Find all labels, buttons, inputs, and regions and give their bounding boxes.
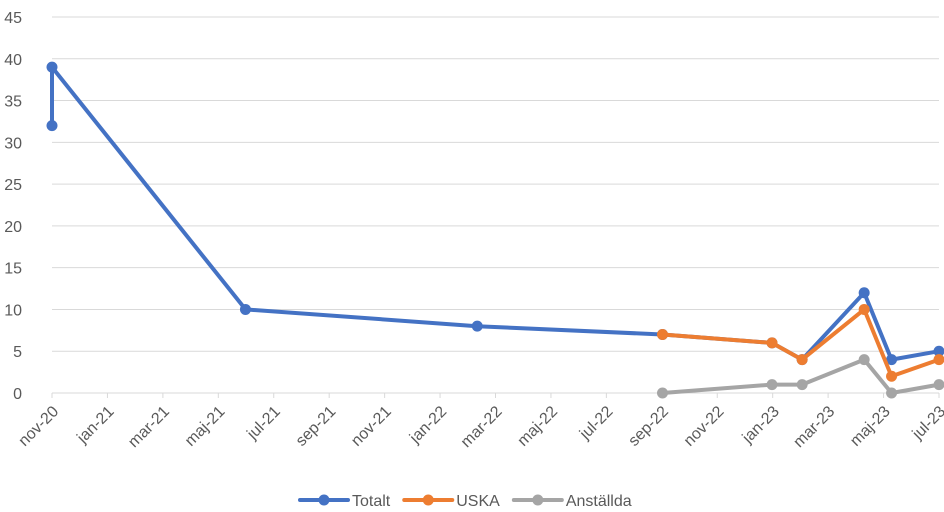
- data-point-totalt: [46, 120, 58, 132]
- y-tick-label: 40: [4, 52, 22, 69]
- series-line-totalt: [50, 65, 941, 362]
- y-tick-label: 25: [4, 177, 22, 194]
- data-point-totalt: [933, 345, 944, 357]
- y-tick-label: 15: [4, 261, 22, 278]
- data-point-uska: [796, 354, 808, 366]
- data-point-anst-llda: [796, 379, 808, 391]
- y-tick-label: 45: [4, 10, 22, 27]
- legend-marker-anst-llda: [532, 494, 544, 506]
- legend-label-anst-llda: Anställda: [566, 493, 632, 510]
- x-tick-label: nov-22: [681, 403, 728, 450]
- data-point-totalt: [886, 354, 898, 366]
- x-tick-label: sep-22: [625, 403, 672, 450]
- data-point-totalt: [858, 287, 870, 299]
- data-point-totalt: [46, 61, 58, 73]
- data-point-anst-llda: [933, 379, 944, 391]
- series-line-anst-llda: [660, 357, 941, 395]
- x-tick-label: maj-21: [182, 403, 229, 450]
- data-point-uska: [858, 303, 870, 315]
- data-point-anst-llda: [886, 387, 898, 399]
- x-tick-label: nov-21: [348, 403, 395, 450]
- legend-label-totalt: Totalt: [352, 493, 391, 510]
- y-tick-label: 10: [4, 302, 22, 319]
- x-tick-label: jan-22: [406, 403, 450, 447]
- legend-label-uska: USKA: [456, 493, 500, 510]
- y-tick-label: 5: [13, 344, 22, 361]
- data-point-uska: [933, 354, 944, 366]
- series-line-uska: [660, 307, 941, 379]
- x-tick-label: sep-21: [293, 403, 340, 450]
- x-tick-label: mar-21: [125, 403, 173, 451]
- series-group: [46, 61, 944, 399]
- data-point-totalt: [239, 303, 251, 315]
- x-tick-label: nov-20: [16, 403, 63, 450]
- x-tick-label: mar-22: [458, 403, 506, 451]
- x-tick-label: jul-23: [909, 403, 944, 443]
- data-point-uska: [766, 337, 778, 349]
- x-tick-label: maj-23: [847, 403, 894, 450]
- data-point-totalt: [471, 320, 483, 332]
- y-tick-label: 35: [4, 94, 22, 111]
- y-tick-label: 30: [4, 135, 22, 152]
- y-tick-label: 0: [13, 386, 22, 403]
- legend-marker-uska: [422, 494, 434, 506]
- data-point-uska: [886, 370, 898, 382]
- data-point-uska: [656, 329, 668, 341]
- x-tick-label: jul-21: [244, 403, 284, 443]
- y-axis-ticks: 0 5 10 15 20 25 30 35 40 45: [4, 10, 22, 403]
- data-point-anst-llda: [656, 387, 668, 399]
- legend-marker-totalt: [318, 494, 330, 506]
- x-tick-label: maj-22: [515, 403, 562, 450]
- x-tick-label: jan-21: [73, 403, 117, 447]
- x-axis: nov-20 jan-21 mar-21 maj-21 jul-21 sep-21 nov-…: [16, 392, 944, 451]
- x-tick-label: jan-23: [739, 403, 783, 447]
- data-point-anst-llda: [858, 354, 870, 366]
- data-point-anst-llda: [766, 379, 778, 391]
- y-tick-label: 20: [4, 219, 22, 236]
- x-tick-label: jul-22: [576, 403, 616, 443]
- gridlines: [52, 16, 939, 352]
- x-tick-label: mar-23: [790, 403, 838, 451]
- legend: Totalt USKA Anställda: [298, 493, 632, 510]
